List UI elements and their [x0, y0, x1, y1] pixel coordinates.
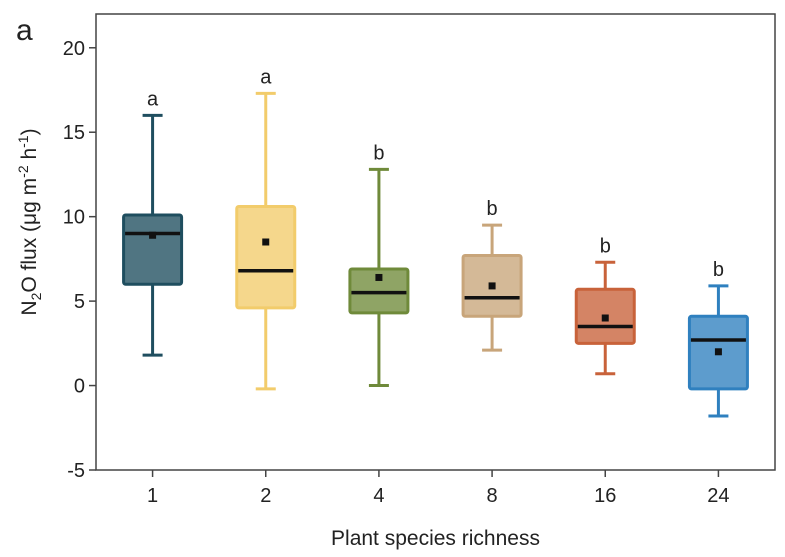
plot-frame	[95, 13, 776, 471]
iqr-box	[122, 213, 184, 286]
mean-marker	[601, 314, 609, 322]
y-axis-title-prefix: N	[18, 300, 41, 315]
y-axis-title-sup2: -1	[15, 135, 31, 148]
iqr-box	[235, 205, 297, 310]
significance-letter: b	[713, 259, 724, 281]
mean-marker	[375, 273, 383, 281]
y-axis-title: N2O flux (μg m-2 h-1)	[15, 128, 44, 315]
x-tick-label: 24	[707, 485, 729, 507]
box-group-4: b	[348, 142, 410, 388]
significance-letter: a	[147, 88, 159, 110]
x-tick-label: 8	[487, 485, 498, 507]
x-tick-label: 2	[260, 485, 271, 507]
y-tick-label: 5	[74, 291, 85, 313]
box-group-1: a	[122, 88, 184, 357]
x-tick-label: 4	[373, 485, 384, 507]
mean-marker	[714, 348, 722, 356]
mean-marker	[262, 238, 270, 246]
y-axis-title-mid: O flux (μg m	[18, 178, 41, 293]
panel-label: a	[16, 14, 33, 47]
mean-marker	[149, 231, 157, 239]
y-tick-label: 10	[63, 207, 85, 229]
significance-letter: b	[487, 198, 498, 220]
significance-letter: b	[600, 235, 611, 257]
box-group-2: a	[235, 66, 297, 391]
y-tick-label: 0	[74, 376, 85, 398]
mean-marker	[488, 282, 496, 290]
y-axis-title-mid2: h	[18, 148, 41, 166]
box-group-24: b	[687, 259, 749, 418]
y-axis-title-sub: 2	[28, 292, 44, 300]
significance-letter: a	[260, 66, 272, 88]
y-tick-label: -5	[67, 460, 85, 482]
y-tick-label: 20	[63, 38, 85, 60]
x-axis-title: Plant species richness	[331, 527, 540, 550]
y-axis-title-sup1: -2	[15, 165, 31, 178]
y-axis-title-suffix: )	[18, 128, 41, 135]
significance-letter: b	[373, 142, 384, 164]
box-group-16: b	[574, 235, 636, 376]
box-group-8: b	[461, 198, 523, 352]
y-tick-label: 15	[63, 122, 85, 144]
x-tick-label: 1	[147, 485, 158, 507]
x-tick-label: 16	[594, 485, 616, 507]
